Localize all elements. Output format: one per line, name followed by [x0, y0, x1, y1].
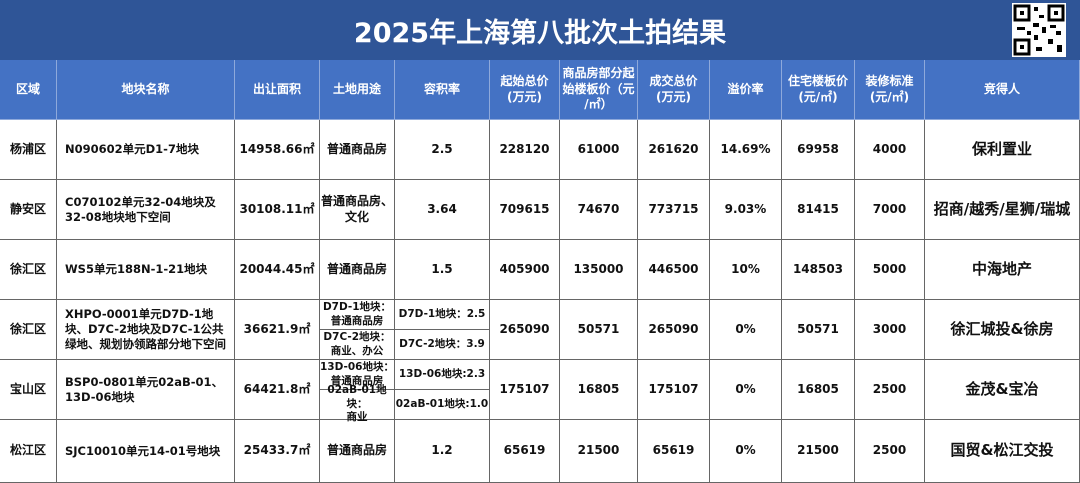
table-cell: 2500 — [855, 360, 925, 420]
table-cell: 148503 — [782, 240, 855, 300]
table-cell: 0% — [710, 420, 782, 483]
table-cell: 16805 — [782, 360, 855, 420]
table-cell: 保利置业 — [925, 120, 1080, 180]
table-cell: 2500 — [855, 420, 925, 483]
table-cell: C070102单元32-04地块及32-08地块地下空间 — [57, 180, 235, 240]
table-cell: 65619 — [490, 420, 560, 483]
table-cell: WS5单元188N-1-21地块 — [57, 240, 235, 300]
table-cell: 4000 — [855, 120, 925, 180]
table-cell: 65619 — [638, 420, 710, 483]
column-header: 起始总价 (万元) — [490, 60, 560, 120]
table-cell: 徐汇城投&徐房 — [925, 300, 1080, 360]
sub-cell: 02aB-01地块:1.0 — [395, 390, 490, 420]
table-cell: 175107 — [638, 360, 710, 420]
table-cell: 1.5 — [395, 240, 490, 300]
table-cell: 0% — [710, 300, 782, 360]
table-cell: N090602单元D1-7地块 — [57, 120, 235, 180]
table-cell: 招商/越秀/星狮/瑞城 — [925, 180, 1080, 240]
table-cell: 9.03% — [710, 180, 782, 240]
sub-cell: D7C-2地块：3.9 — [395, 330, 490, 360]
table-cell: 14.69% — [710, 120, 782, 180]
column-header: 容积率 — [395, 60, 490, 120]
table-cell: 446500 — [638, 240, 710, 300]
table-cell: 金茂&宝冶 — [925, 360, 1080, 420]
table-cell: 69958 — [782, 120, 855, 180]
sub-cell: D7D-1地块：2.5 — [395, 300, 490, 330]
column-header: 溢价率 — [710, 60, 782, 120]
table-cell: 30108.11㎡ — [235, 180, 320, 240]
table-cell: SJC10010单元14-01号地块 — [57, 420, 235, 483]
table-cell: 普通商品房、 文化 — [320, 180, 395, 240]
table-cell: 徐汇区 — [0, 300, 57, 360]
table-cell: 国贸&松江交投 — [925, 420, 1080, 483]
sub-cell: 13D-06地块： 普通商品房 — [320, 360, 395, 390]
table-cell: 175107 — [490, 360, 560, 420]
title: 2025年上海第八批次土拍结果 — [0, 0, 1080, 60]
table-cell: 405900 — [490, 240, 560, 300]
table-cell: 0% — [710, 360, 782, 420]
column-header: 住宅楼板价 (元/㎡) — [782, 60, 855, 120]
table-cell: 50571 — [560, 300, 638, 360]
table-cell: 61000 — [560, 120, 638, 180]
table-cell: 7000 — [855, 180, 925, 240]
column-header: 竞得人 — [925, 60, 1080, 120]
table-cell: 14958.66㎡ — [235, 120, 320, 180]
table-cell: 杨浦区 — [0, 120, 57, 180]
table-cell: 1.2 — [395, 420, 490, 483]
table-cell: 徐汇区 — [0, 240, 57, 300]
table-cell: 中海地产 — [925, 240, 1080, 300]
table-cell: 21500 — [782, 420, 855, 483]
table-cell: XHPO-0001单元D7D-1地块、D7C-2地块及D7C-1公共绿地、规划协… — [57, 300, 235, 360]
table-cell: 265090 — [490, 300, 560, 360]
table-cell: 普通商品房 — [320, 240, 395, 300]
table-cell: 36621.9㎡ — [235, 300, 320, 360]
table-cell: 25433.7㎡ — [235, 420, 320, 483]
table-cell: BSP0-0801单元02aB-01、13D-06地块 — [57, 360, 235, 420]
table-cell: 静安区 — [0, 180, 57, 240]
column-header: 地块名称 — [57, 60, 235, 120]
table-cell: 265090 — [638, 300, 710, 360]
table-cell: 10% — [710, 240, 782, 300]
sub-cell: 02aB-01地块： 商业 — [320, 384, 395, 423]
table-cell: 宝山区 — [0, 360, 57, 420]
table-cell: 16805 — [560, 360, 638, 420]
table-cell: 135000 — [560, 240, 638, 300]
table-cell: 709615 — [490, 180, 560, 240]
table-cell: 261620 — [638, 120, 710, 180]
table-cell: 228120 — [490, 120, 560, 180]
column-header: 商品房部分起 始楼板价（元 /㎡） — [560, 60, 638, 120]
table-cell: 普通商品房 — [320, 120, 395, 180]
sub-cell: 13D-06地块:2.3 — [395, 360, 490, 390]
table-cell: 普通商品房 — [320, 420, 395, 483]
column-header: 装修标准 (元/㎡) — [855, 60, 925, 120]
sub-cell: D7D-1地块： 普通商品房 — [320, 300, 395, 330]
column-header: 土地用途 — [320, 60, 395, 120]
column-header: 出让面积 — [235, 60, 320, 120]
table-cell: 松江区 — [0, 420, 57, 483]
table-cell: 81415 — [782, 180, 855, 240]
table-cell: 20044.45㎡ — [235, 240, 320, 300]
table-cell: 773715 — [638, 180, 710, 240]
column-header: 区域 — [0, 60, 57, 120]
table-cell: 3.64 — [395, 180, 490, 240]
column-header: 成交总价 (万元) — [638, 60, 710, 120]
table-cell: 64421.8㎡ — [235, 360, 320, 420]
table-cell: 74670 — [560, 180, 638, 240]
qr-code — [1012, 3, 1066, 57]
table-cell: 5000 — [855, 240, 925, 300]
sub-cell: D7C-2地块： 商业、办公 — [320, 330, 395, 360]
table-cell: 2.5 — [395, 120, 490, 180]
table-cell: 50571 — [782, 300, 855, 360]
table-cell: 21500 — [560, 420, 638, 483]
table-cell: 3000 — [855, 300, 925, 360]
